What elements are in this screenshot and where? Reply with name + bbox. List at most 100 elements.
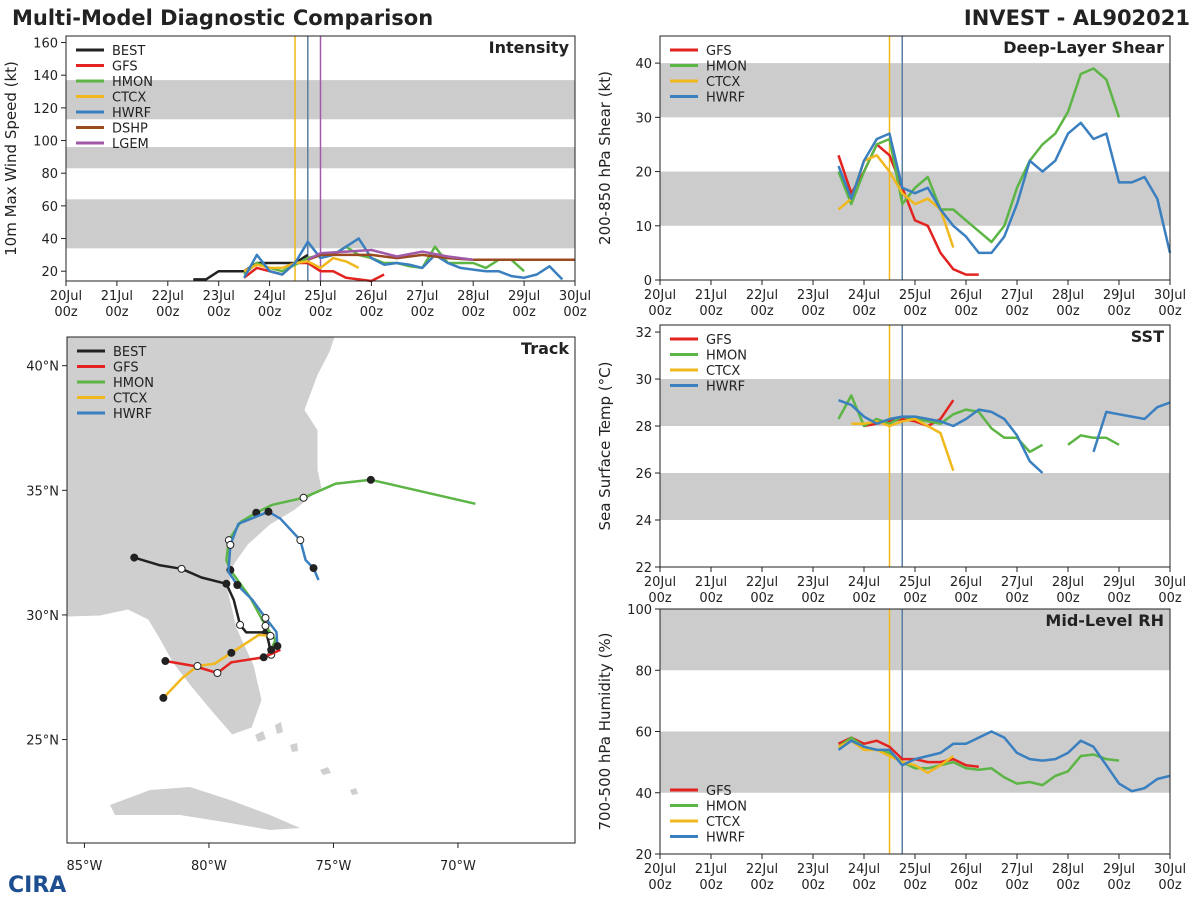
x-tick-label-line: 29Jul (508, 289, 540, 304)
cuba (110, 787, 300, 830)
x-tick-label-line: 30Jul (1154, 288, 1186, 303)
y-tick-label: 28 (635, 420, 652, 435)
series-line (837, 67, 1121, 244)
x-tick-label-line: 22Jul (746, 862, 778, 877)
x-tick-label-line: 21Jul (695, 288, 727, 303)
x-tick-label-line: 00z (750, 304, 774, 319)
legend-label: CTCX (706, 815, 740, 830)
x-tick-label: 30Jul 00z (1154, 862, 1186, 893)
x-tick-label: 29Jul 00z (508, 289, 540, 320)
y-tick-label: 20 (635, 848, 652, 863)
x-tick-label-line: 00z (156, 305, 180, 320)
x-tick-label-line: 00z (648, 878, 672, 893)
x-tick-label-line: 22Jul (746, 575, 778, 590)
legend-label: HWRF (706, 380, 745, 395)
x-tick-label-line: 00z (207, 305, 231, 320)
x-tick-label-line: 00z (1107, 304, 1131, 319)
legend-label: CTCX (113, 392, 147, 407)
x-tick-label-line: 28Jul (457, 289, 489, 304)
x-tick-label-line: 23Jul (797, 288, 829, 303)
shade-band (660, 731, 1170, 793)
x-tick-label: 29Jul 00z (1103, 862, 1135, 893)
y-tick-label: 100 (33, 135, 58, 150)
x-tick-label: 28Jul 00z (1052, 288, 1084, 319)
x-tick-label-line: 00z (54, 305, 78, 320)
track-point (193, 662, 202, 671)
track-point (264, 507, 273, 516)
x-tick-label: 25Jul 00z (899, 288, 931, 319)
x-tick-label: 21Jul 00z (101, 289, 133, 320)
track-point (233, 581, 242, 590)
x-tick-label-line: 25Jul (304, 289, 336, 304)
x-tick-label: 26Jul 00z (950, 862, 982, 893)
shade-band (660, 609, 1170, 671)
x-tick-label: 26Jul 00z (950, 575, 982, 606)
legend-label: DSHP (112, 122, 148, 137)
x-tick-label-line: 27Jul (406, 289, 438, 304)
x-tick-label-line: 00z (852, 304, 876, 319)
x-tick-label-line: 26Jul (355, 289, 387, 304)
x-tick-label-line: 00z (1107, 878, 1131, 893)
x-tick-label: 30Jul 00z (1154, 575, 1186, 606)
x-tick-label: 25Jul 00z (304, 289, 336, 320)
x-tick-label: 22Jul 00z (152, 289, 184, 320)
track-point (366, 475, 375, 484)
y-tick-label: 24 (635, 514, 652, 529)
x-tick-label: 22Jul 00z (746, 288, 778, 319)
logo: CIRA (8, 873, 66, 898)
land (66, 336, 358, 830)
x-tick-label-line: 00z (105, 305, 129, 320)
x-tick-label-line: 25Jul (899, 288, 931, 303)
x-tick-label-line: 26Jul (950, 575, 982, 590)
track-point (227, 648, 236, 657)
y-tick-label: 30 (635, 111, 652, 126)
series-line (838, 399, 1171, 474)
x-tick-label-line: 28Jul (1052, 288, 1084, 303)
x-tick-label: 22Jul 00z (746, 575, 778, 606)
x-tick-label-line: 00z (258, 305, 282, 320)
x-tick-label-line: 23Jul (203, 289, 235, 304)
x-tick-label: 21Jul 00z (695, 575, 727, 606)
y-tick-label: 140 (33, 69, 58, 84)
x-tick-label-line: 00z (903, 591, 927, 606)
x-tick-label-line: 28Jul (1052, 862, 1084, 877)
y-tick-label: 20 (41, 265, 58, 280)
x-tick-label-line: 00z (1005, 304, 1029, 319)
x-tick-label-line: 24Jul (848, 288, 880, 303)
x-tick-label: 23Jul 00z (203, 289, 235, 320)
x-tick-label-line: 00z (801, 878, 825, 893)
legend-label: GFS (706, 784, 732, 799)
x-tick-label: 28Jul 00z (1052, 862, 1084, 893)
x-tick-label-line: 00z (411, 305, 435, 320)
y-tick-label: 0 (644, 274, 652, 289)
legend-label: CTCX (112, 91, 146, 106)
x-tick-label: 21Jul 00z (695, 288, 727, 319)
x-tick-label-line: 24Jul (253, 289, 285, 304)
x-tick-label-line: 00z (699, 878, 723, 893)
y-tick-label: 60 (41, 200, 58, 215)
y-tick-label: 40 (635, 787, 652, 802)
x-tick-label-line: 00z (1056, 304, 1080, 319)
x-tick-label-line: 24Jul (848, 862, 880, 877)
x-tick-label-line: 00z (1056, 591, 1080, 606)
track-point (299, 493, 308, 502)
us-landmass (66, 336, 336, 736)
y-axis-label: Sea Surface Temp (°C) (596, 361, 614, 530)
x-tick-label-line: 00z (852, 591, 876, 606)
y-tick-label: 40°N (26, 360, 59, 375)
y-tick-label: 80 (635, 664, 652, 679)
x-tick-label: 20Jul 00z (50, 289, 82, 320)
x-tick-label-line: 27Jul (1001, 862, 1033, 877)
y-tick-label: 22 (635, 561, 652, 576)
series-line (243, 261, 385, 283)
y-axis-label: 10m Max Wind Speed (kt) (2, 61, 20, 256)
x-tick-label: 21Jul 00z (695, 862, 727, 893)
x-tick-label: 24Jul 00z (848, 288, 880, 319)
track-point (130, 553, 139, 562)
x-tick-label-line: 00z (699, 591, 723, 606)
panel-label: Intensity (489, 38, 570, 57)
track-point (161, 657, 170, 666)
